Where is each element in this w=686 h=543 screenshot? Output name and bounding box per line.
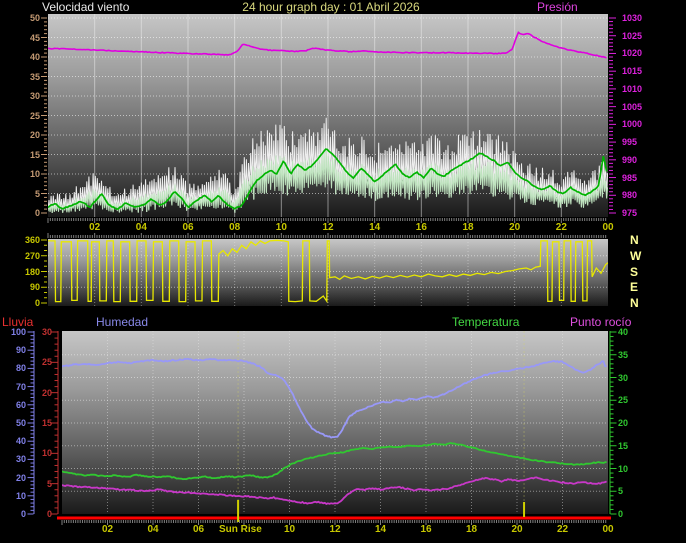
dew-point-section-label: Punto rocío bbox=[570, 315, 632, 329]
pressure-section-label: Presión bbox=[537, 0, 578, 14]
rain-section-label: Lluvia bbox=[2, 315, 34, 329]
wind-direction-panel bbox=[48, 239, 608, 306]
humidity-temperature-panel bbox=[62, 331, 608, 514]
wind-speed-section-label: Velocidad viento bbox=[42, 0, 130, 14]
humidity-section-label: Humedad bbox=[96, 315, 149, 329]
temperature-section-label: Temperatura bbox=[452, 315, 520, 329]
page-title: 24 hour graph day : 01 Abril 2026 bbox=[242, 0, 420, 14]
